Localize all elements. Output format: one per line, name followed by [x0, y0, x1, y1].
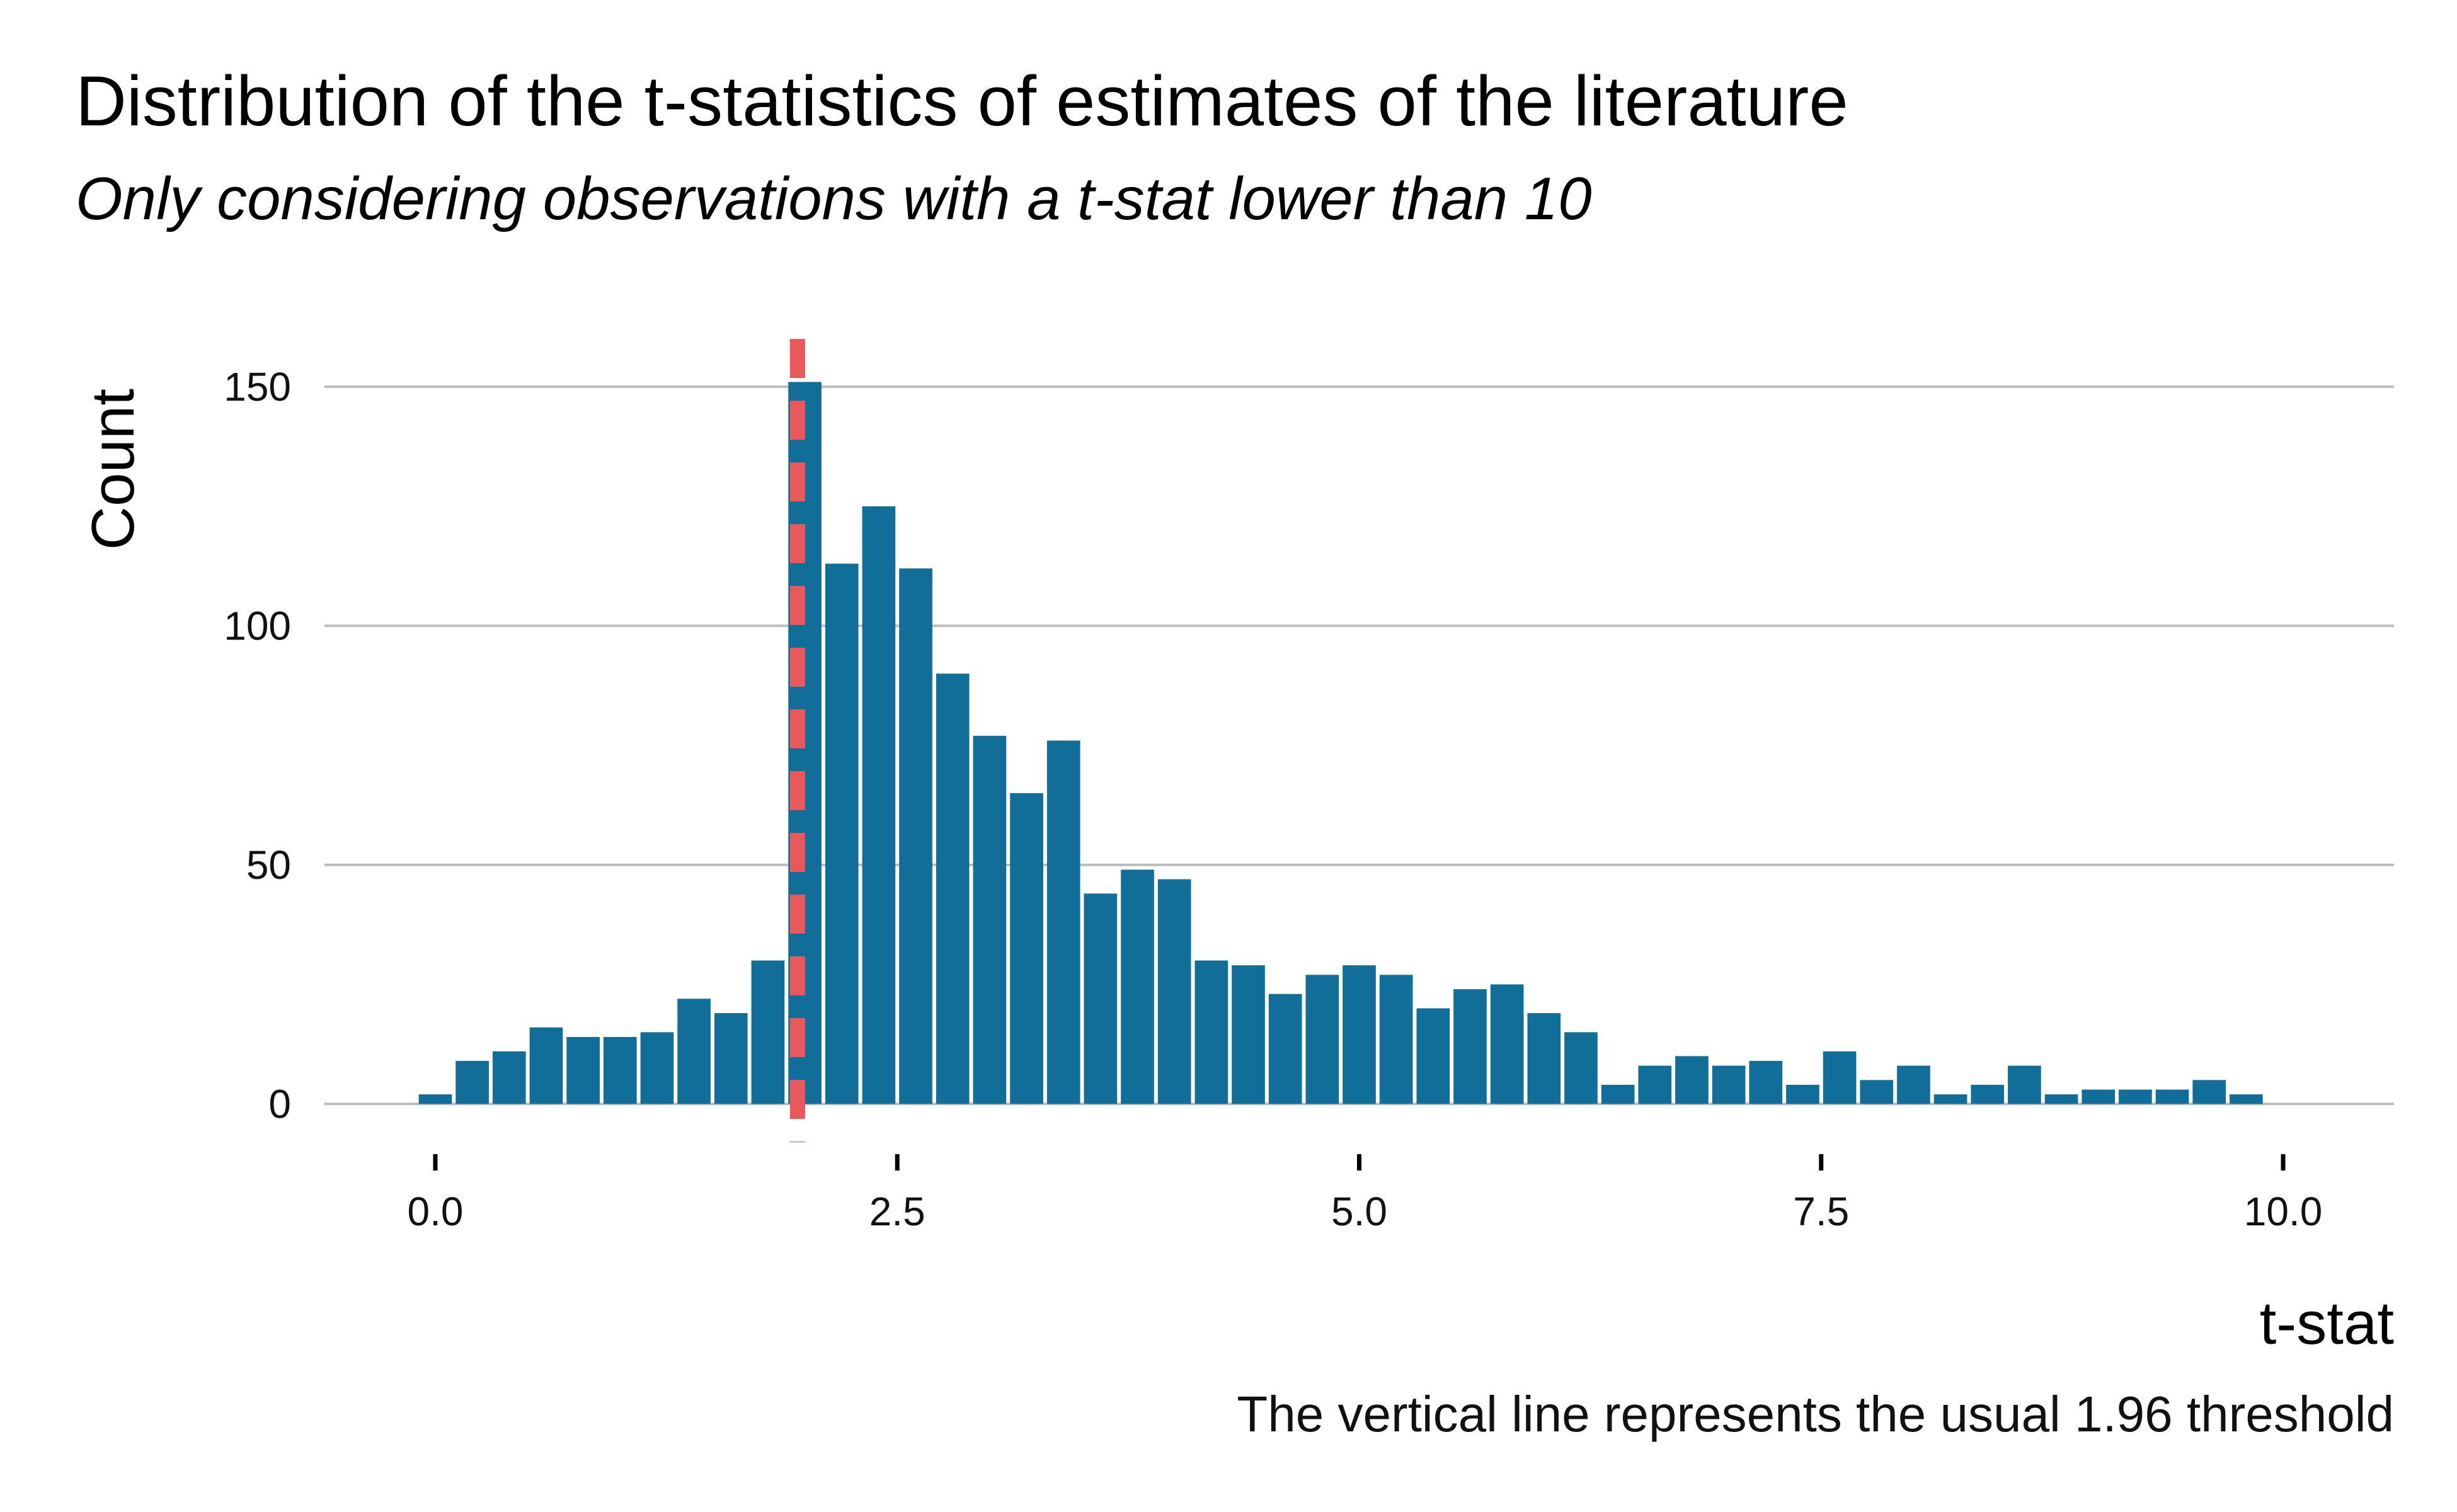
histogram-bar [529, 1027, 563, 1104]
histogram-bar [714, 1013, 748, 1104]
histogram-bar [1638, 1065, 1672, 1104]
y-axis-title: Count [79, 389, 147, 550]
histogram-bar [566, 1037, 600, 1104]
histogram-bar [2044, 1094, 2078, 1104]
histogram-bar [2008, 1065, 2041, 1104]
chart-title: Distribution of the t-statistics of esti… [76, 62, 1848, 140]
histogram-bar [603, 1037, 637, 1104]
x-axis-title: t-stat [2260, 1290, 2394, 1357]
histogram-bar [2230, 1094, 2263, 1104]
histogram-bar [1305, 975, 1339, 1104]
histogram-bar [1379, 975, 1413, 1104]
histogram-bar [1860, 1080, 1894, 1104]
histogram-bar [2155, 1089, 2189, 1104]
y-axis-ticks: 0 50 100 150 [224, 364, 291, 1126]
x-tick-label: 2.5 [869, 1189, 925, 1234]
histogram-bar [751, 960, 785, 1104]
y-tick-label: 100 [224, 603, 291, 648]
y-tick-label: 150 [224, 364, 291, 410]
histogram-bar [455, 1060, 489, 1104]
histogram-bar [492, 1051, 526, 1104]
histogram-bar [862, 506, 896, 1104]
histogram-bar [1084, 893, 1118, 1104]
histogram-bar [1712, 1065, 1746, 1104]
histogram-bar [1416, 1008, 1450, 1104]
histogram-bar [640, 1032, 674, 1104]
histogram-bar [1823, 1051, 1857, 1104]
histogram-bar [1675, 1056, 1709, 1104]
histogram-bar [1268, 994, 1302, 1104]
histogram-bar [1343, 965, 1376, 1104]
histogram-bar [936, 673, 970, 1104]
chart-subtitle: Only considering observations with a t-s… [76, 165, 1592, 232]
histogram-bar [677, 999, 711, 1104]
histogram-bar [1786, 1084, 1819, 1104]
histogram-bar [1157, 879, 1191, 1104]
histogram-bar [1601, 1084, 1635, 1104]
bars [418, 382, 2263, 1104]
histogram-bar [1490, 984, 1524, 1104]
histogram-bar [1897, 1065, 1930, 1104]
x-tick-label: 0.0 [407, 1189, 463, 1234]
x-axis-ticks: 0.0 2.5 5.0 7.5 10.0 [407, 1154, 2322, 1234]
chart-caption: The vertical line represents the usual 1… [1237, 1386, 2394, 1442]
y-tick-label: 0 [268, 1081, 291, 1126]
histogram-bar [1194, 960, 1228, 1104]
histogram-bar [825, 563, 859, 1104]
x-tick-label: 7.5 [1793, 1189, 1849, 1234]
histogram-bar [418, 1094, 452, 1104]
histogram-bar [899, 568, 932, 1104]
histogram-bar [1010, 793, 1043, 1104]
histogram-bar [1971, 1084, 2005, 1104]
histogram-bar [1933, 1094, 1967, 1104]
x-tick-label: 5.0 [1331, 1189, 1387, 1234]
histogram-bar [2119, 1089, 2152, 1104]
histogram-bar [2192, 1080, 2226, 1104]
histogram-bar [1527, 1013, 1561, 1104]
histogram-bar [1046, 740, 1080, 1104]
x-tick-label: 10.0 [2244, 1189, 2323, 1234]
histogram-bar [2082, 1089, 2116, 1104]
y-tick-label: 50 [246, 842, 291, 888]
histogram-bar [1453, 989, 1487, 1104]
histogram-bar [1564, 1032, 1598, 1104]
histogram-bar [1121, 869, 1154, 1104]
histogram-bar [1232, 965, 1265, 1104]
histogram-bar [1749, 1060, 1783, 1104]
histogram-bar [973, 735, 1007, 1104]
